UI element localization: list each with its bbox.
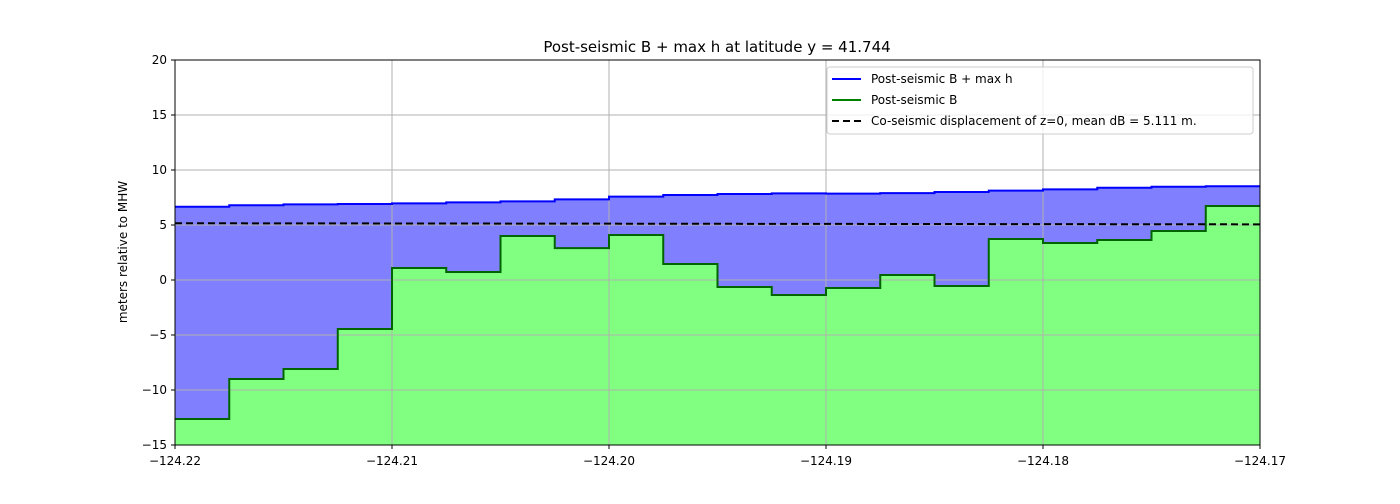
y-tick-label: 5 — [159, 218, 167, 232]
y-tick-label: 0 — [159, 273, 167, 287]
plot-area: −124.22 −124.21 −124.20 −124.19 −124.18 −124.… — [142, 53, 1286, 468]
y-tick-label: 10 — [152, 163, 167, 177]
legend-label: Post-seismic B + max h — [871, 72, 1013, 86]
x-tick-label: −124.17 — [1234, 454, 1286, 468]
legend-label: Post-seismic B — [871, 93, 957, 107]
chart-title: Post-seismic B + max h at latitude y = 4… — [543, 38, 890, 56]
y-tick-label: −10 — [142, 383, 167, 397]
series-line-post-seismic-b — [175, 204, 1260, 421]
legend-label: Co-seismic displacement of z=0, mean dB … — [871, 114, 1197, 128]
x-tick-label: −124.21 — [366, 454, 418, 468]
legend: Post-seismic B + max h Post-seismic B Co-s… — [826, 66, 1254, 135]
y-tick-label: 20 — [152, 53, 167, 67]
y-tick-label: −5 — [149, 328, 167, 342]
series-line-co-seismic-displacement — [174, 222, 1261, 226]
x-tick-label: −124.19 — [800, 454, 852, 468]
legend-box — [826, 66, 1254, 135]
y-axis-label: meters relative to MHW — [116, 181, 130, 323]
x-tick-label: −124.22 — [149, 454, 201, 468]
plot-frame — [174, 59, 1261, 446]
series-line-post-seismic-b-max-h — [175, 185, 1260, 208]
y-tick-label: −15 — [142, 438, 167, 452]
y-tick-label: 15 — [152, 108, 167, 122]
x-tick-label: −124.20 — [583, 454, 635, 468]
x-tick-label: −124.18 — [1017, 454, 1069, 468]
